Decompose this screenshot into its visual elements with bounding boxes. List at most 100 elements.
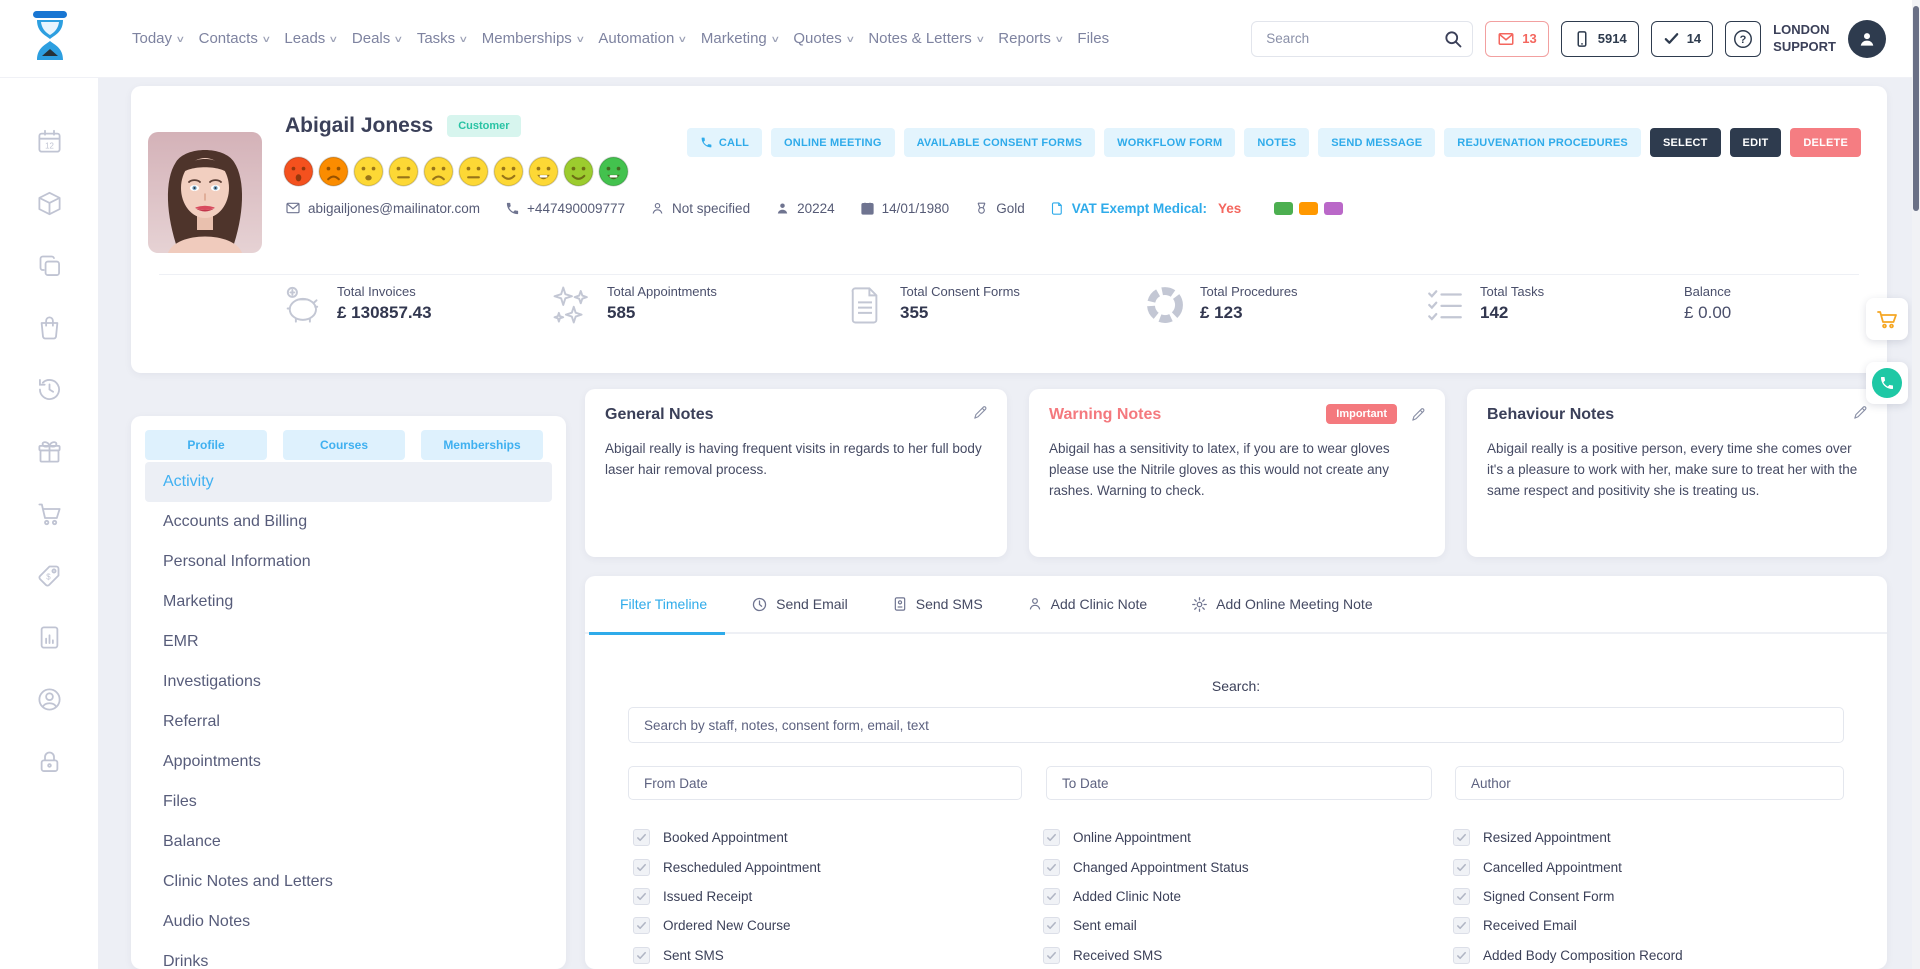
color-tag[interactable] bbox=[1324, 201, 1344, 215]
checkbox-checked-icon[interactable] bbox=[1043, 946, 1060, 964]
lock-icon[interactable] bbox=[36, 748, 63, 775]
nav-item[interactable]: Files bbox=[1077, 30, 1110, 47]
menu-item[interactable]: Investigations bbox=[163, 673, 261, 690]
filter-checkbox-row[interactable]: Resized Appointment bbox=[1453, 823, 1848, 852]
cart-icon[interactable] bbox=[36, 500, 63, 527]
tab-send-sms[interactable]: Send SMS bbox=[892, 575, 983, 633]
checkbox-checked-icon[interactable] bbox=[633, 946, 650, 964]
checkbox-checked-icon[interactable] bbox=[1453, 887, 1470, 905]
filter-checkbox-row[interactable]: Online Appointment bbox=[1043, 823, 1438, 852]
nav-item[interactable]: Contacts ∨ bbox=[198, 30, 272, 47]
satisfaction-emoji-smile[interactable] bbox=[563, 156, 594, 187]
nav-item[interactable]: Deals ∨ bbox=[351, 30, 404, 47]
checkbox-checked-icon[interactable] bbox=[1453, 858, 1470, 876]
checkbox-checked-icon[interactable] bbox=[633, 917, 650, 935]
filter-checkbox-row[interactable]: Ordered New Course bbox=[633, 911, 1028, 940]
select-button[interactable]: SELECT bbox=[1649, 128, 1721, 157]
tab-add-online-meeting-note[interactable]: Add Online Meeting Note bbox=[1191, 575, 1373, 633]
checkbox-checked-icon[interactable] bbox=[1043, 917, 1060, 935]
checkbox-checked-icon[interactable] bbox=[1453, 946, 1470, 964]
to-date-input[interactable] bbox=[1046, 766, 1432, 800]
nav-item[interactable]: Notes & Letters ∨ bbox=[868, 30, 985, 47]
tasks-button[interactable]: 14 bbox=[1650, 20, 1714, 57]
menu-item[interactable]: EMR bbox=[163, 633, 199, 650]
author-input[interactable] bbox=[1455, 766, 1844, 800]
edit-pencil-icon[interactable] bbox=[972, 404, 989, 421]
checkbox-checked-icon[interactable] bbox=[633, 887, 650, 905]
checkbox-checked-icon[interactable] bbox=[1043, 887, 1060, 905]
search-input[interactable] bbox=[1251, 20, 1474, 57]
edit-pencil-icon[interactable] bbox=[1852, 404, 1869, 421]
account-menu-button[interactable] bbox=[1848, 19, 1886, 58]
customer-email[interactable]: abigailjones@mailinator.com bbox=[285, 200, 480, 216]
satisfaction-emoji-smile[interactable] bbox=[493, 156, 524, 187]
checkbox-checked-icon[interactable] bbox=[633, 829, 650, 847]
menu-item[interactable]: Audio Notes bbox=[163, 913, 251, 930]
nav-item[interactable]: Quotes ∨ bbox=[793, 30, 855, 47]
filter-checkbox-row[interactable]: Received Email bbox=[1453, 911, 1848, 940]
send-message-button[interactable]: SEND MESSAGE bbox=[1318, 128, 1436, 157]
filter-checkbox-row[interactable]: Sent email bbox=[1043, 911, 1438, 940]
menu-item[interactable]: Appointments bbox=[163, 753, 261, 770]
menu-item[interactable]: Personal Information bbox=[163, 553, 311, 570]
gift-icon[interactable] bbox=[36, 438, 63, 465]
menu-item[interactable]: Accounts and Billing bbox=[163, 513, 308, 530]
nav-item[interactable]: Automation ∨ bbox=[598, 30, 688, 47]
nav-item[interactable]: Memberships ∨ bbox=[481, 30, 586, 47]
nav-item[interactable]: Today ∨ bbox=[132, 30, 186, 47]
search-icon[interactable] bbox=[1443, 29, 1463, 49]
filter-checkbox-row[interactable]: Changed Appointment Status bbox=[1043, 852, 1438, 881]
shopping-cart-fab[interactable] bbox=[1866, 298, 1908, 340]
satisfaction-emoji-grin[interactable] bbox=[598, 156, 629, 187]
nav-item[interactable]: Tasks ∨ bbox=[416, 30, 469, 47]
edit-pencil-icon[interactable] bbox=[1410, 406, 1427, 423]
color-tag[interactable] bbox=[1299, 201, 1319, 215]
satisfaction-emoji-neutral[interactable] bbox=[458, 156, 489, 187]
app-logo-hourglass-icon[interactable] bbox=[26, 10, 74, 67]
satisfaction-emoji-cry[interactable] bbox=[283, 156, 314, 187]
help-button[interactable]: ? bbox=[1725, 20, 1762, 57]
nav-item[interactable]: Leads ∨ bbox=[284, 30, 339, 47]
delete-button[interactable]: DELETE bbox=[1790, 128, 1861, 157]
edit-button[interactable]: EDIT bbox=[1729, 128, 1782, 157]
tab-filter-timeline[interactable]: Filter Timeline bbox=[588, 575, 726, 635]
filter-checkbox-row[interactable]: Added Clinic Note bbox=[1043, 882, 1438, 911]
call-fab[interactable] bbox=[1866, 362, 1908, 404]
color-tag[interactable] bbox=[1274, 201, 1294, 215]
menu-item[interactable]: Clinic Notes and Letters bbox=[163, 873, 333, 890]
package-icon[interactable] bbox=[36, 190, 63, 217]
call-button[interactable]: CALL bbox=[686, 128, 763, 157]
menu-item[interactable]: Marketing bbox=[163, 593, 234, 610]
checkbox-checked-icon[interactable] bbox=[1453, 829, 1470, 847]
rejuvenation-procedures-button[interactable]: REJUVENATION PROCEDURES bbox=[1444, 128, 1641, 157]
satisfaction-emoji-grin[interactable] bbox=[528, 156, 559, 187]
history-icon[interactable] bbox=[36, 376, 63, 403]
filter-checkbox-row[interactable]: Issued Receipt bbox=[633, 882, 1028, 911]
menu-item[interactable]: Drinks bbox=[163, 953, 209, 969]
menu-item[interactable]: Files bbox=[163, 793, 197, 810]
filter-checkbox-row[interactable]: Booked Appointment bbox=[633, 823, 1028, 852]
checkbox-checked-icon[interactable] bbox=[1453, 917, 1470, 935]
tab-send-email[interactable]: Send Email bbox=[751, 575, 848, 633]
checkbox-checked-icon[interactable] bbox=[1043, 829, 1060, 847]
nav-item[interactable]: Marketing ∨ bbox=[700, 30, 780, 47]
tab-courses[interactable]: Courses bbox=[283, 430, 405, 460]
from-date-input[interactable] bbox=[628, 766, 1022, 800]
tab-memberships[interactable]: Memberships bbox=[421, 430, 543, 460]
notes-button[interactable]: NOTES bbox=[1244, 128, 1310, 157]
filter-checkbox-row[interactable]: Rescheduled Appointment bbox=[633, 852, 1028, 881]
email-notifications-button[interactable]: 13 bbox=[1485, 20, 1549, 57]
report-icon[interactable] bbox=[36, 624, 63, 651]
tab-add-clinic-note[interactable]: Add Clinic Note bbox=[1027, 575, 1147, 633]
filter-checkbox-row[interactable]: Signed Consent Form bbox=[1453, 882, 1848, 911]
satisfaction-emoji-open[interactable] bbox=[353, 156, 384, 187]
customer-phone[interactable]: +447490009777 bbox=[505, 201, 625, 216]
user-clock-icon[interactable] bbox=[36, 686, 63, 713]
shopping-bag-icon[interactable] bbox=[36, 314, 63, 341]
satisfaction-emoji-frown[interactable] bbox=[318, 156, 349, 187]
filter-checkbox-row[interactable]: Received SMS bbox=[1043, 941, 1438, 969]
available-consent-forms-button[interactable]: AVAILABLE CONSENT FORMS bbox=[903, 128, 1096, 157]
tab-profile[interactable]: Profile bbox=[145, 430, 267, 460]
scrollbar-thumb[interactable] bbox=[1913, 6, 1919, 211]
copy-icon[interactable] bbox=[36, 252, 63, 279]
